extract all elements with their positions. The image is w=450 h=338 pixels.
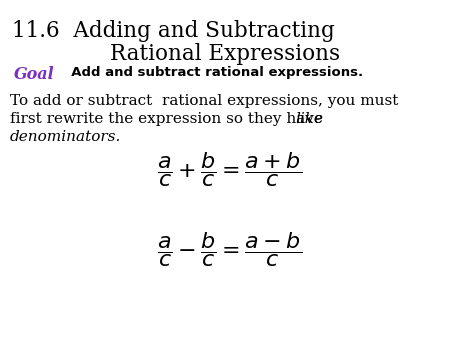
Text: denominators.: denominators.: [10, 130, 122, 144]
Text: first rewrite the expression so they have: first rewrite the expression so they hav…: [10, 112, 328, 126]
Text: To add or subtract  rational expressions, you must: To add or subtract rational expressions,…: [10, 94, 398, 108]
Text: $\dfrac{a}{c} + \dfrac{b}{c} = \dfrac{a+b}{c}$: $\dfrac{a}{c} + \dfrac{b}{c} = \dfrac{a+…: [158, 150, 302, 189]
Text: like: like: [295, 112, 323, 126]
Text: Add and subtract rational expressions.: Add and subtract rational expressions.: [62, 66, 363, 79]
Text: $\dfrac{a}{c} - \dfrac{b}{c} = \dfrac{a-b}{c}$: $\dfrac{a}{c} - \dfrac{b}{c} = \dfrac{a-…: [158, 230, 302, 269]
Text: 11.6  Adding and Subtracting: 11.6 Adding and Subtracting: [12, 20, 335, 42]
Text: Rational Expressions: Rational Expressions: [110, 43, 340, 65]
Text: Goal: Goal: [14, 66, 55, 83]
